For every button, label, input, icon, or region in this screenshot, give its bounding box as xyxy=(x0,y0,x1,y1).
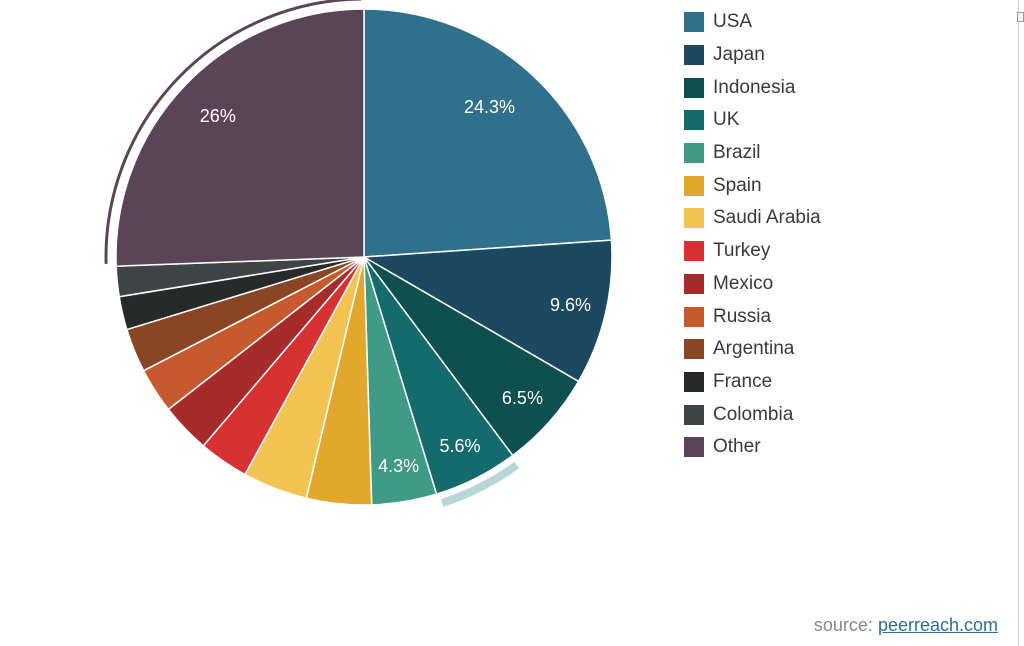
highlight-arcs xyxy=(104,0,519,507)
legend-swatch xyxy=(684,77,704,98)
slice-label-brazil: 4.3% xyxy=(378,456,419,476)
legend-label: France xyxy=(713,370,773,392)
legend-swatch xyxy=(684,404,704,425)
legend-swatch xyxy=(684,339,704,360)
legend-label: Spain xyxy=(713,174,762,196)
legend-item-argentina[interactable]: Argentina xyxy=(684,333,821,366)
legend-item-usa[interactable]: USA xyxy=(684,6,821,39)
legend-item-uk[interactable]: UK xyxy=(684,104,821,137)
legend-item-other[interactable]: Other xyxy=(684,431,821,464)
legend-item-spain[interactable]: Spain xyxy=(684,169,821,202)
slice-labels: 24.3% 9.6% 6.5% 5.6% 4.3% 26% xyxy=(200,97,591,476)
slice-label-japan: 9.6% xyxy=(550,295,591,315)
legend-item-mexico[interactable]: Mexico xyxy=(684,268,821,301)
legend-label: Saudi Arabia xyxy=(713,207,821,229)
pie-slices xyxy=(115,8,613,506)
legend-swatch xyxy=(684,208,704,229)
legend-item-colombia[interactable]: Colombia xyxy=(684,398,821,431)
highlight-arc-other xyxy=(104,0,362,264)
legend-swatch xyxy=(684,143,704,164)
slice-label-indonesia: 6.5% xyxy=(502,388,543,408)
legend-swatch xyxy=(684,110,704,131)
legend-swatch xyxy=(684,241,704,262)
legend-label: Argentina xyxy=(713,338,795,360)
pie-slice-japan[interactable] xyxy=(361,239,613,383)
legend: USA Japan Indonesia UK Brazil Spain Saudi Arab… xyxy=(684,6,821,464)
legend-item-russia[interactable]: Russia xyxy=(684,300,821,333)
legend-label: Brazil xyxy=(713,142,761,164)
legend-swatch xyxy=(684,175,704,196)
source-note: source: peerreach.com xyxy=(814,615,998,636)
slice-label-usa: 24.3% xyxy=(464,97,515,117)
slice-label-other: 26% xyxy=(200,106,236,126)
legend-label: USA xyxy=(713,11,753,33)
source-link[interactable]: peerreach.com xyxy=(877,615,998,635)
legend-swatch xyxy=(684,306,704,327)
pie-slice-usa[interactable] xyxy=(363,8,613,258)
resize-handle[interactable] xyxy=(1017,12,1024,22)
legend-label: Mexico xyxy=(713,272,774,294)
source-prefix: source: xyxy=(813,615,878,635)
legend-item-japan[interactable]: Japan xyxy=(684,39,821,72)
highlight-arc-uk xyxy=(440,461,519,507)
legend-label: Indonesia xyxy=(713,76,796,98)
scroll-edge xyxy=(1018,0,1019,646)
legend-label: Russia xyxy=(713,305,772,327)
slice-label-uk: 5.6% xyxy=(439,436,480,456)
legend-label: Colombia xyxy=(713,403,794,425)
legend-swatch xyxy=(684,273,704,294)
legend-item-indonesia[interactable]: Indonesia xyxy=(684,71,821,104)
legend-swatch xyxy=(684,371,704,392)
legend-item-saudi-arabia[interactable]: Saudi Arabia xyxy=(684,202,821,235)
legend-swatch xyxy=(684,45,704,66)
legend-label: Other xyxy=(713,436,761,458)
legend-item-turkey[interactable]: Turkey xyxy=(684,235,821,268)
legend-item-france[interactable]: France xyxy=(684,366,821,399)
pie-slice-other[interactable] xyxy=(115,8,365,267)
legend-swatch xyxy=(684,12,704,33)
legend-label: Japan xyxy=(713,44,765,66)
legend-item-brazil[interactable]: Brazil xyxy=(684,137,821,170)
legend-swatch xyxy=(684,437,704,458)
legend-label: UK xyxy=(713,109,740,131)
legend-label: Turkey xyxy=(713,240,771,262)
